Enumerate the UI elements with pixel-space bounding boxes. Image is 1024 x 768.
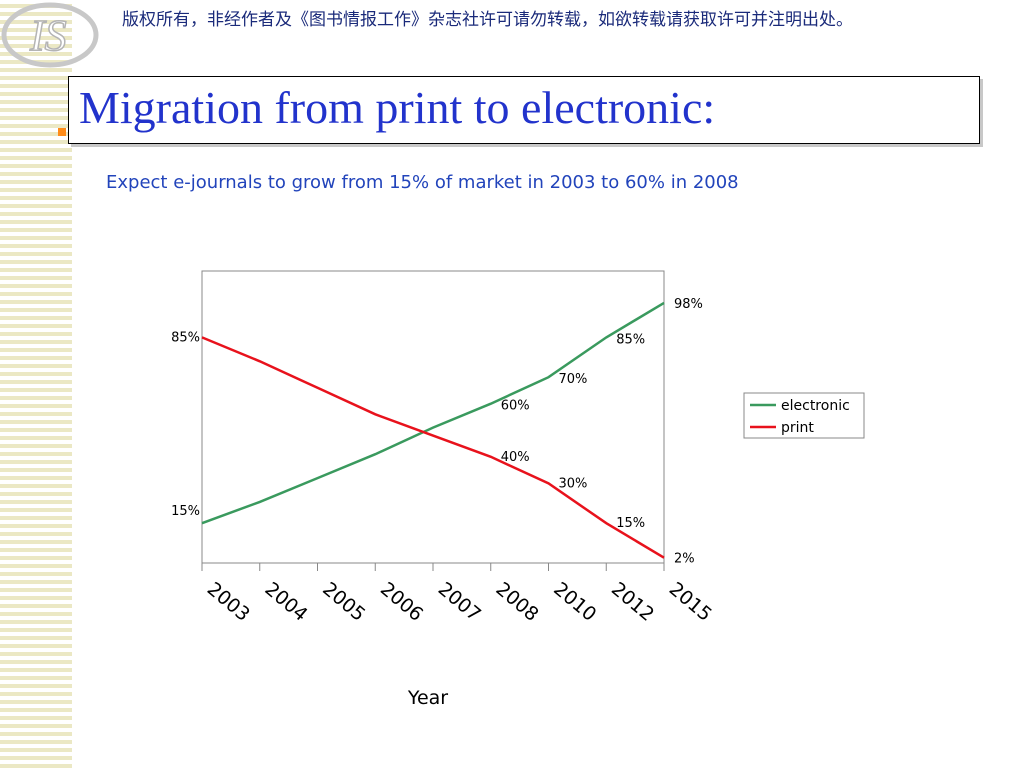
x-tick-label: 2003	[203, 578, 254, 626]
x-tick-label: 2007	[434, 578, 485, 626]
x-tick-label: 2010	[549, 578, 600, 626]
x-axis-title: Year	[407, 687, 448, 709]
x-tick-label: 2006	[376, 578, 427, 626]
data-label: 98%	[674, 297, 703, 312]
legend-label-print: print	[781, 420, 814, 436]
title-box: Migration from print to electronic:	[68, 76, 980, 144]
data-label: 30%	[559, 476, 588, 491]
series-line-electronic	[201, 301, 665, 525]
x-tick-label: 2004	[261, 578, 312, 626]
data-label: 15%	[171, 504, 200, 519]
cis-logo: IS	[1, 2, 99, 68]
series-line-print	[201, 336, 665, 559]
x-tick-label: 2012	[607, 578, 658, 626]
svg-text:IS: IS	[29, 11, 67, 60]
plot-area	[201, 270, 665, 564]
data-label: 15%	[616, 516, 645, 531]
x-tick-label: 2015	[665, 578, 716, 626]
x-tick-label: 2005	[318, 578, 369, 626]
title-bullet	[58, 128, 66, 136]
data-label: 85%	[171, 330, 200, 345]
copyright-notice: 版权所有，非经作者及《图书情报工作》杂志社许可请勿转载，如欲转载请获取许可并注明…	[122, 10, 853, 30]
data-label: 60%	[501, 399, 530, 414]
data-label: 85%	[616, 332, 645, 347]
data-label: 2%	[674, 552, 695, 567]
slide-title: Migration from print to electronic:	[79, 82, 716, 133]
data-label: 40%	[501, 450, 530, 465]
legend: electronic print	[743, 392, 865, 439]
slide-subtitle: Expect e-journals to grow from 15% of ma…	[106, 172, 739, 193]
legend-label-electronic: electronic	[781, 398, 850, 414]
legend-box	[743, 392, 865, 439]
x-tick-label: 2008	[492, 578, 543, 626]
data-label: 70%	[559, 372, 588, 387]
